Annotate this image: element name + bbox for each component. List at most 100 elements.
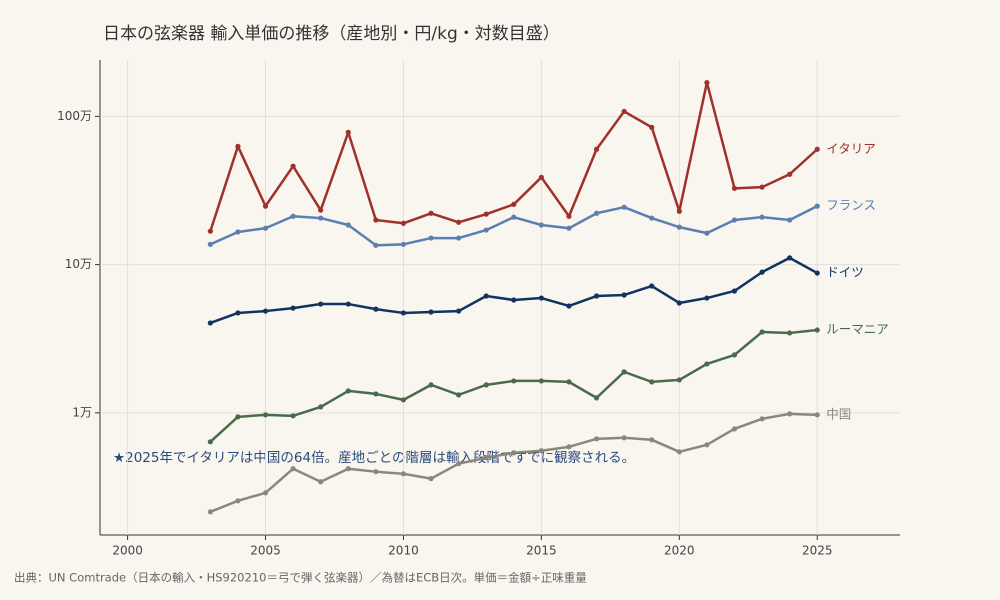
data-point bbox=[262, 203, 269, 209]
data-point bbox=[207, 439, 213, 445]
data-point bbox=[318, 479, 324, 485]
series-label: ドイツ bbox=[826, 265, 864, 280]
data-point bbox=[787, 411, 793, 417]
data-point bbox=[566, 225, 572, 231]
data-point bbox=[731, 217, 738, 223]
data-point bbox=[262, 490, 269, 496]
data-point bbox=[290, 466, 296, 472]
x-tick-label: 2000 bbox=[112, 544, 143, 558]
data-point bbox=[318, 215, 324, 221]
series-label: ルーマニア bbox=[826, 322, 889, 337]
data-point bbox=[731, 426, 738, 432]
data-point bbox=[290, 163, 296, 169]
data-point bbox=[483, 382, 489, 388]
data-point bbox=[787, 330, 793, 336]
data-point bbox=[400, 241, 407, 247]
data-point bbox=[621, 204, 627, 210]
data-point bbox=[290, 305, 296, 311]
data-point bbox=[235, 143, 241, 149]
data-point bbox=[649, 124, 655, 130]
x-tick-label: 2010 bbox=[388, 544, 419, 558]
data-point bbox=[676, 449, 682, 455]
data-point bbox=[345, 222, 351, 228]
data-point bbox=[704, 442, 710, 448]
data-point bbox=[235, 310, 241, 316]
x-tick-label: 2005 bbox=[250, 544, 281, 558]
data-point bbox=[676, 224, 682, 230]
data-point bbox=[814, 270, 820, 276]
data-point bbox=[676, 377, 682, 383]
series-label: 中国 bbox=[826, 406, 851, 421]
data-point bbox=[538, 448, 544, 454]
x-tick-label: 2020 bbox=[664, 544, 695, 558]
data-point bbox=[759, 329, 765, 335]
series-label: フランス bbox=[826, 198, 876, 213]
data-point bbox=[787, 171, 793, 177]
data-point bbox=[318, 301, 324, 307]
data-point bbox=[318, 207, 324, 213]
data-point bbox=[235, 498, 241, 504]
data-point bbox=[593, 293, 600, 299]
data-point bbox=[456, 392, 462, 398]
data-point bbox=[538, 295, 544, 301]
data-point bbox=[428, 309, 434, 315]
data-point bbox=[759, 416, 765, 422]
data-point bbox=[704, 79, 710, 86]
data-point bbox=[759, 184, 765, 190]
data-point bbox=[621, 369, 627, 375]
data-point bbox=[787, 255, 793, 261]
data-point bbox=[400, 310, 407, 316]
data-point bbox=[373, 469, 379, 475]
data-point bbox=[483, 293, 489, 299]
data-point bbox=[759, 269, 765, 275]
data-point bbox=[593, 146, 600, 152]
data-point bbox=[511, 378, 517, 384]
data-point bbox=[704, 295, 710, 301]
data-point bbox=[759, 214, 765, 220]
data-point bbox=[593, 436, 600, 442]
data-point bbox=[621, 435, 627, 441]
data-point bbox=[511, 297, 517, 303]
data-point bbox=[566, 379, 572, 385]
data-point bbox=[621, 108, 627, 115]
y-tick-label: 10万 bbox=[65, 257, 92, 271]
data-point bbox=[814, 327, 820, 333]
annotation: ★2025年でイタリアは中国の64倍。産地ごとの階層は輸入段階ですでに観察される… bbox=[113, 449, 635, 466]
data-point bbox=[649, 283, 655, 289]
data-point bbox=[290, 213, 296, 219]
data-point bbox=[373, 306, 379, 312]
y-tick-label: 100万 bbox=[57, 109, 92, 123]
data-point bbox=[373, 242, 379, 248]
data-point bbox=[704, 361, 710, 367]
data-point bbox=[787, 217, 793, 223]
series-label: イタリア bbox=[826, 141, 876, 156]
data-point bbox=[511, 450, 517, 456]
data-point bbox=[345, 129, 351, 135]
source: 出典：UN Comtrade（日本の輸入・HS920210＝弓で弾く弦楽器）／為… bbox=[14, 571, 587, 585]
data-point bbox=[400, 220, 407, 226]
data-point bbox=[814, 146, 820, 152]
data-point bbox=[704, 230, 710, 236]
data-point bbox=[428, 210, 434, 216]
data-point bbox=[428, 476, 434, 482]
data-point bbox=[483, 227, 489, 233]
data-point bbox=[538, 174, 544, 180]
data-point bbox=[456, 461, 462, 467]
x-tick-label: 2015 bbox=[526, 544, 557, 558]
data-point bbox=[593, 395, 600, 401]
data-point bbox=[814, 412, 820, 418]
y-tick-label: 1万 bbox=[72, 405, 92, 419]
data-point bbox=[345, 466, 351, 472]
data-point bbox=[731, 352, 738, 358]
data-point bbox=[345, 388, 351, 394]
data-point bbox=[400, 397, 407, 403]
data-point bbox=[483, 211, 489, 217]
data-point bbox=[318, 404, 324, 410]
data-point bbox=[262, 412, 269, 418]
x-tick-label: 2025 bbox=[802, 544, 833, 558]
data-point bbox=[483, 455, 489, 461]
data-point bbox=[649, 215, 655, 221]
data-point bbox=[814, 203, 820, 209]
